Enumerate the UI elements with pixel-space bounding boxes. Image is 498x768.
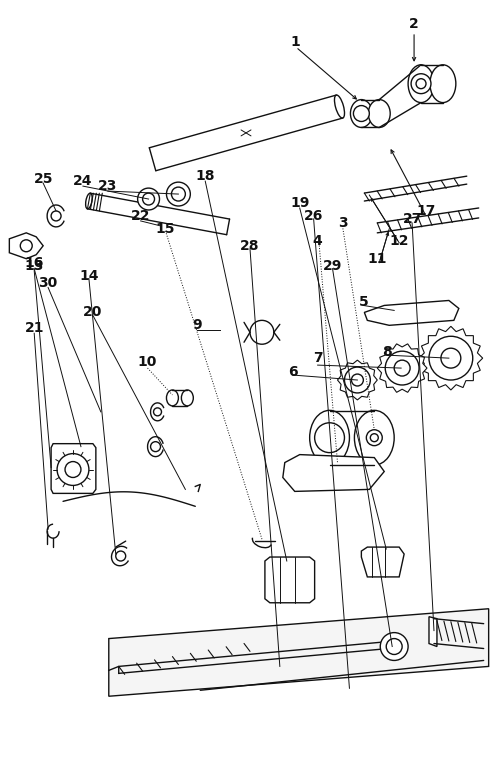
Polygon shape <box>429 617 437 647</box>
Text: 17: 17 <box>416 204 436 218</box>
Circle shape <box>57 454 89 485</box>
Polygon shape <box>419 326 483 390</box>
Polygon shape <box>365 300 459 326</box>
Ellipse shape <box>408 65 434 103</box>
Circle shape <box>20 240 32 252</box>
Circle shape <box>416 78 426 88</box>
Circle shape <box>137 188 159 210</box>
Ellipse shape <box>310 410 350 465</box>
Circle shape <box>411 74 431 94</box>
Circle shape <box>354 105 370 121</box>
Text: 11: 11 <box>368 252 387 266</box>
Circle shape <box>116 551 125 561</box>
Text: 13: 13 <box>24 259 44 273</box>
Circle shape <box>153 408 161 415</box>
Text: 2: 2 <box>409 17 419 31</box>
Ellipse shape <box>430 65 456 103</box>
Text: 26: 26 <box>304 209 323 223</box>
Polygon shape <box>283 455 384 492</box>
Text: 9: 9 <box>193 318 202 333</box>
Text: 16: 16 <box>24 256 44 270</box>
Ellipse shape <box>355 410 394 465</box>
Circle shape <box>315 422 345 452</box>
Polygon shape <box>9 233 43 259</box>
Ellipse shape <box>181 390 193 406</box>
Text: 14: 14 <box>79 269 99 283</box>
Text: 5: 5 <box>359 296 368 310</box>
Text: 19: 19 <box>290 196 309 210</box>
Circle shape <box>250 320 274 344</box>
Circle shape <box>352 374 364 386</box>
Text: 29: 29 <box>323 259 342 273</box>
Circle shape <box>367 430 382 445</box>
Text: 15: 15 <box>156 222 175 236</box>
Text: 22: 22 <box>131 209 150 223</box>
Text: 4: 4 <box>313 233 323 248</box>
Text: 30: 30 <box>38 276 58 290</box>
Text: 8: 8 <box>382 345 392 359</box>
Circle shape <box>345 367 371 393</box>
Circle shape <box>65 462 81 478</box>
Polygon shape <box>338 360 377 400</box>
Polygon shape <box>265 557 315 603</box>
Polygon shape <box>377 344 427 392</box>
Text: 7: 7 <box>313 351 322 365</box>
Circle shape <box>51 211 61 221</box>
Text: 24: 24 <box>73 174 93 188</box>
Circle shape <box>394 360 410 376</box>
Circle shape <box>150 442 160 452</box>
Text: 12: 12 <box>389 233 409 248</box>
Circle shape <box>380 633 408 660</box>
Circle shape <box>441 348 461 368</box>
Text: 23: 23 <box>98 179 118 193</box>
Text: 25: 25 <box>33 172 53 186</box>
Text: 27: 27 <box>402 212 422 226</box>
Text: 20: 20 <box>83 306 103 319</box>
Ellipse shape <box>166 390 178 406</box>
Text: 6: 6 <box>288 365 298 379</box>
Text: 21: 21 <box>24 321 44 336</box>
Circle shape <box>166 182 190 206</box>
Circle shape <box>371 434 378 442</box>
Text: 10: 10 <box>138 355 157 369</box>
Ellipse shape <box>369 100 390 127</box>
Circle shape <box>385 351 419 385</box>
Ellipse shape <box>351 100 373 127</box>
Text: 28: 28 <box>240 239 260 253</box>
Polygon shape <box>51 444 96 493</box>
Polygon shape <box>109 609 489 697</box>
Text: 18: 18 <box>196 169 215 183</box>
Text: 1: 1 <box>291 35 301 49</box>
Circle shape <box>429 336 473 380</box>
Text: 3: 3 <box>338 216 347 230</box>
Circle shape <box>386 638 402 654</box>
Polygon shape <box>362 547 404 577</box>
